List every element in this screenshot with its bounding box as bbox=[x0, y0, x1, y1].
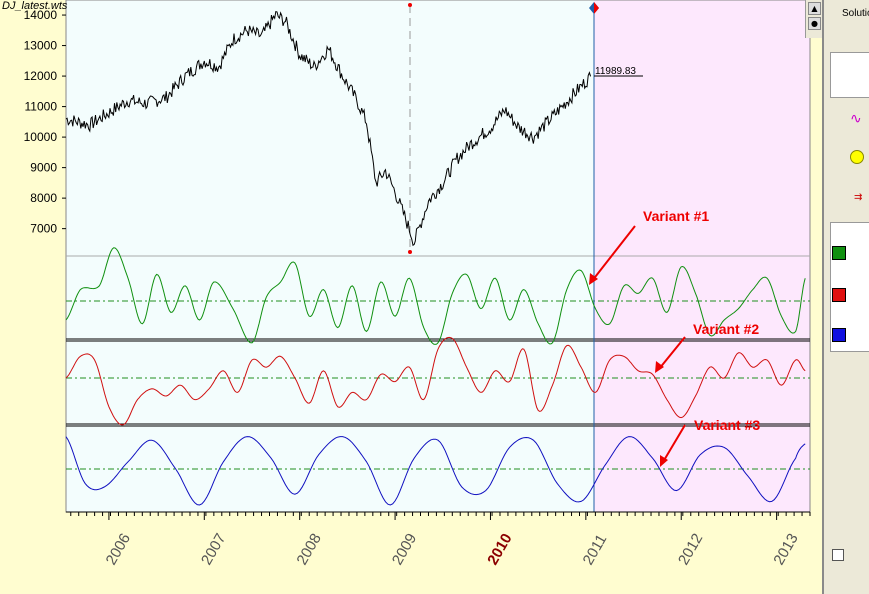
annotation-label: Variant #3 bbox=[694, 417, 760, 433]
variant1-series-line bbox=[65, 247, 806, 345]
option-checkbox[interactable] bbox=[832, 549, 844, 561]
red-swatch[interactable] bbox=[832, 288, 846, 302]
panel-slot[interactable] bbox=[830, 52, 869, 98]
annotation-arrow bbox=[658, 336, 686, 370]
annotation-arrowhead bbox=[660, 455, 668, 467]
solution-list bbox=[830, 222, 869, 352]
mini-scrollbar[interactable]: ▲ ● bbox=[805, 0, 823, 38]
x-tick-label: 2013 bbox=[770, 531, 801, 568]
last-value-label: 11989.83 bbox=[595, 66, 636, 77]
annotation-variant2: Variant #2 bbox=[655, 321, 759, 373]
annotation-variant1: Variant #1 bbox=[589, 208, 709, 285]
arrows-tool-icon[interactable]: ⇉ bbox=[854, 192, 863, 203]
file-name-label: DJ_latest.wts bbox=[2, 0, 68, 12]
y-tick-label: 13000 bbox=[24, 39, 58, 53]
right-side-panel: Solutio ∿ ⇉ bbox=[822, 0, 869, 594]
x-tick-label: 2006 bbox=[103, 531, 134, 568]
y-tick-label: 8000 bbox=[30, 191, 57, 205]
low-marker-top-dot[interactable] bbox=[408, 3, 412, 7]
annotation-arrowhead bbox=[589, 273, 598, 285]
scroll-up-button[interactable]: ▲ bbox=[808, 2, 821, 15]
x-tick-label: 2007 bbox=[198, 531, 229, 568]
x-tick-label: 2011 bbox=[580, 532, 611, 568]
annotation-label: Variant #2 bbox=[693, 321, 759, 337]
annotation-variant3: Variant #3 bbox=[660, 417, 760, 467]
coin-tool-icon[interactable] bbox=[850, 150, 864, 164]
annotation-label: Variant #1 bbox=[643, 208, 709, 224]
green-swatch[interactable] bbox=[832, 246, 846, 260]
time-x-axis: 2006 2007 2008 2009 2010 2011 2012 2013 bbox=[66, 511, 811, 568]
y-tick-label: 14000 bbox=[24, 8, 58, 22]
price-series-line bbox=[65, 10, 592, 247]
annotation-arrowhead bbox=[655, 361, 664, 373]
y-tick-label: 9000 bbox=[30, 161, 57, 175]
y-tick-label: 11000 bbox=[25, 100, 58, 114]
blue-swatch[interactable] bbox=[832, 328, 846, 342]
x-tick-label: 2008 bbox=[293, 531, 324, 568]
variant2-series-line bbox=[65, 336, 806, 426]
globe-icon[interactable]: ● bbox=[808, 17, 821, 30]
y-tick-label: 12000 bbox=[24, 69, 58, 83]
annotation-arrow bbox=[591, 225, 636, 282]
y-tick-label: 7000 bbox=[30, 222, 57, 236]
variant3-series-line bbox=[65, 436, 806, 506]
y-tick-label: 10000 bbox=[24, 130, 58, 144]
cursor-handle-red-half bbox=[594, 2, 599, 14]
wave-tool-icon[interactable]: ∿ bbox=[850, 110, 862, 126]
x-tick-label: 2010 bbox=[484, 531, 515, 568]
annotation-arrow bbox=[662, 424, 686, 463]
x-tick-label: 2009 bbox=[389, 531, 420, 568]
x-tick-label: 2012 bbox=[675, 531, 706, 568]
solutions-label: Solutio bbox=[842, 8, 869, 19]
price-y-axis: 7000 8000 9000 10000 11000 12000 13000 14000 bbox=[24, 8, 66, 236]
low-marker-bottom-dot[interactable] bbox=[408, 250, 412, 254]
